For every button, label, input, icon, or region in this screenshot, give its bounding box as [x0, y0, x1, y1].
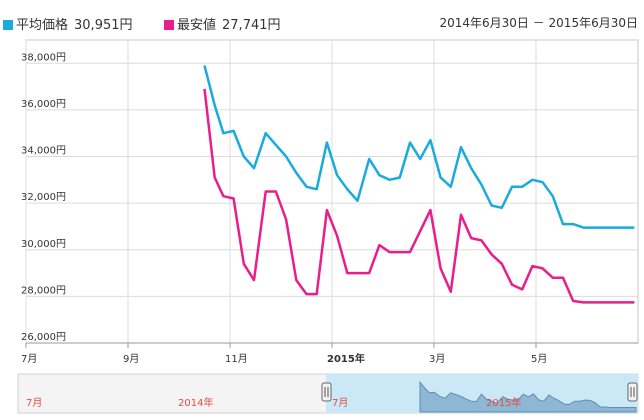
legend-label-lowest: 最安値 — [177, 18, 217, 33]
handle-box[interactable] — [321, 382, 332, 402]
y-tick-label: 26,000円 — [21, 332, 66, 343]
legend-value-lowest: 27,741円 — [222, 18, 281, 33]
x-tick-label: 3月 — [429, 353, 445, 365]
navigator[interactable]: 7月 2014年 7月 2015年 — [17, 373, 639, 414]
legend-item-average[interactable]: 平均価格 30,951円 — [3, 14, 133, 33]
y-tick-label: 28,000円 — [21, 285, 66, 296]
navigator-label: 2014年 — [178, 396, 213, 409]
handle-box[interactable] — [627, 382, 638, 402]
navigator-series-area — [419, 380, 637, 413]
navigator-label: 7月 — [332, 397, 348, 409]
y-tick-label: 38,000円 — [21, 52, 66, 63]
legend-label-average: 平均価格 — [16, 18, 69, 33]
x-tick-label: 9月 — [123, 353, 139, 365]
navigator-right-handle[interactable] — [627, 382, 638, 402]
legend-item-lowest[interactable]: 最安値 27,741円 — [164, 14, 281, 33]
series-line-average — [203, 65, 635, 229]
y-tick-label: 36,000円 — [21, 99, 66, 110]
legend-value-average: 30,951円 — [74, 18, 133, 33]
navigator-label: 7月 — [26, 397, 42, 409]
x-tick-label: 11月 — [225, 353, 248, 365]
grid — [25, 39, 639, 344]
x-tick-label: 5月 — [531, 353, 547, 365]
y-tick-label: 32,000円 — [21, 192, 66, 203]
y-axis: 26,000円 28,000円 30,000円 32,000円 34,000円 36,00… — [21, 52, 66, 343]
date-range: 2014年6月30日 － 2015年6月30日 — [439, 16, 638, 30]
y-tick-label: 34,000円 — [21, 146, 66, 157]
legend-swatch-lowest — [164, 20, 174, 30]
navigator-label: 2015年 — [486, 396, 521, 409]
x-axis: 7月 9月 11月 2015年 3月 5月 — [21, 342, 638, 365]
y-tick-label: 30,000円 — [21, 239, 66, 250]
navigator-left-handle[interactable] — [321, 382, 332, 402]
x-tick-label: 7月 — [21, 353, 37, 365]
series-line-lowest — [203, 88, 635, 304]
x-tick-label: 2015年 — [327, 352, 365, 365]
series-lines — [203, 65, 635, 304]
legend-swatch-average — [3, 20, 13, 30]
